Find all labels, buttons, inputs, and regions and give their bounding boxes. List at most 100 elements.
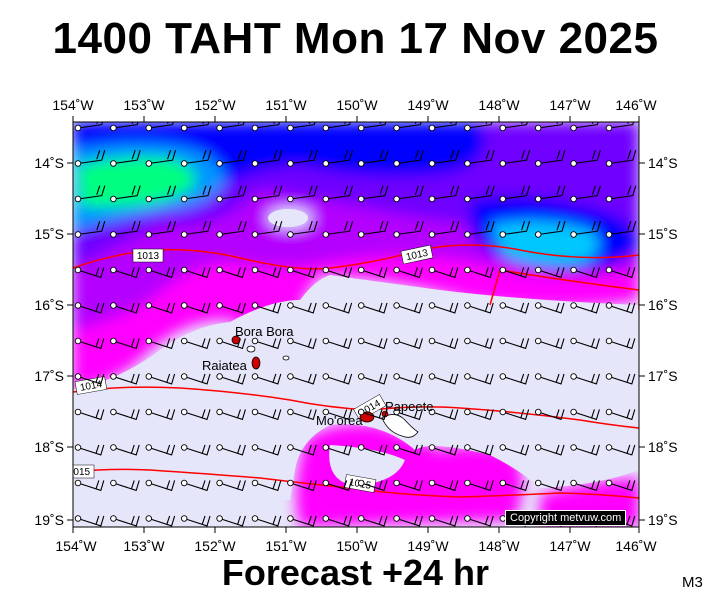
wind-barb	[322, 337, 353, 350]
lat-label: 18˚S	[34, 439, 64, 455]
wind-barb	[357, 373, 388, 385]
wind-barb	[605, 302, 636, 314]
wind-barb	[180, 373, 211, 385]
wind-barb	[570, 185, 601, 203]
wind-barb	[251, 515, 282, 527]
wind-barb	[428, 185, 460, 203]
wind-speed-field: 1013 1013 1014 1014 1015 1015	[68, 122, 671, 527]
wind-barb	[74, 515, 105, 527]
wind-barb	[570, 302, 600, 314]
wind-barb	[534, 185, 566, 203]
wind-barb	[145, 479, 176, 492]
wind-barb	[110, 185, 141, 203]
wind-barb	[251, 444, 282, 456]
chart-title: 1400 TAHT Mon 17 Nov 2025	[52, 14, 659, 63]
wind-barb	[393, 122, 422, 132]
wind-barb	[287, 408, 317, 421]
wind-barb	[464, 185, 495, 203]
wind-barb	[74, 373, 105, 385]
lon-label: 153˚W	[123, 97, 165, 113]
lon-label: 152˚W	[194, 97, 236, 113]
wind-barb	[145, 149, 177, 167]
wind-barb	[534, 408, 565, 421]
lat-label: 19˚S	[34, 512, 64, 528]
wind-barb	[110, 408, 140, 421]
wind-barb	[145, 337, 176, 350]
wind-barb	[534, 444, 565, 456]
svg-text:1015: 1015	[68, 467, 91, 478]
wind-barb	[251, 302, 282, 314]
wind-barb	[216, 408, 246, 421]
wind-barb	[428, 515, 459, 527]
wind-barb	[605, 220, 637, 238]
wind-barb	[145, 444, 176, 456]
wind-barb	[570, 149, 601, 167]
wind-barb	[180, 515, 211, 527]
wind-barb	[428, 479, 459, 492]
wind-barb	[287, 149, 318, 167]
wind-barb	[570, 408, 600, 421]
wind-barb	[287, 302, 317, 314]
wind-barb	[605, 444, 636, 456]
wind-barb	[570, 220, 601, 238]
wind-barb	[499, 149, 531, 167]
wind-barb	[287, 373, 317, 385]
graticule-ticks	[67, 116, 645, 533]
wind-barb	[534, 149, 566, 167]
lat-label: 16˚S	[34, 297, 64, 313]
wind-barb	[110, 149, 141, 167]
wind-barb	[145, 515, 176, 527]
wind-barb	[216, 220, 247, 238]
lon-labels-top: 154˚W 153˚W 152˚W 151˚W 150˚W 149˚W 148˚…	[52, 97, 657, 113]
wind-barb	[357, 302, 388, 314]
wind-barb	[110, 220, 141, 238]
wind-barb	[145, 408, 176, 421]
lat-label: 17˚S	[34, 368, 64, 384]
wind-barb	[180, 302, 211, 314]
wind-barb	[393, 220, 424, 238]
wind-barb	[322, 444, 353, 456]
wind-barb	[605, 337, 636, 350]
wind-barb	[357, 515, 388, 527]
wind-barb	[110, 515, 140, 527]
wind-barb	[74, 337, 105, 350]
lat-label: 15˚S	[34, 226, 64, 242]
wind-barb	[534, 220, 566, 238]
wind-barb	[251, 149, 283, 167]
wind-barb	[357, 408, 388, 421]
wind-barb	[110, 337, 140, 350]
place-label-moorea: Mo'orea	[316, 413, 363, 428]
wind-barb	[570, 373, 600, 385]
wind-barb	[605, 373, 636, 385]
lon-label: 147˚W	[549, 538, 591, 554]
wind-barb	[464, 266, 494, 279]
wind-barb	[534, 266, 565, 279]
lon-label: 153˚W	[123, 538, 165, 554]
wind-barb	[322, 266, 353, 279]
wind-barb	[251, 185, 283, 203]
wind-barb	[499, 266, 530, 279]
lat-label: 15˚S	[648, 226, 678, 242]
wind-barb	[180, 266, 211, 279]
wind-barb	[357, 220, 389, 238]
wind-barb	[464, 479, 494, 492]
wind-barb	[605, 185, 637, 203]
copyright-label: Copyright metvuw.com	[505, 510, 627, 526]
wind-barb	[110, 479, 140, 492]
wind-barb	[605, 479, 636, 492]
wind-barb	[534, 373, 565, 385]
wind-barb	[570, 479, 600, 492]
lon-label: 150˚W	[336, 97, 378, 113]
lon-label: 148˚W	[478, 538, 520, 554]
wind-barb	[464, 408, 494, 421]
model-label: M3	[682, 574, 703, 591]
wind-barb	[499, 185, 531, 203]
wind-barb	[145, 220, 177, 238]
wind-barb	[393, 337, 423, 350]
wind-barb	[642, 267, 671, 277]
wind-barb	[322, 149, 354, 167]
wind-barb	[180, 408, 211, 421]
wind-barb	[499, 479, 530, 492]
wind-barb	[216, 266, 246, 279]
lon-label: 148˚W	[478, 97, 520, 113]
